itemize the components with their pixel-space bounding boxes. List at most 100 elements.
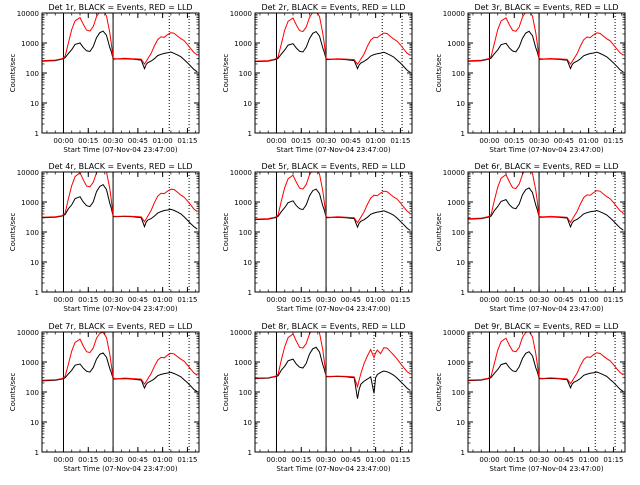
x-tick-label: 00:15: [291, 137, 311, 145]
chart-title: Det 5r, BLACK = Events, RED = LLD: [261, 162, 405, 171]
y-tick-label: 10: [30, 259, 39, 267]
y-tick-label: 100: [452, 389, 465, 397]
y-tick-label: 1: [461, 289, 465, 297]
series-line-lld: [468, 13, 624, 65]
x-tick-label: 00:00: [266, 137, 286, 145]
y-tick-label: 100: [26, 70, 39, 78]
plot-frame: [467, 331, 626, 453]
x-tick-label: 00:30: [529, 456, 549, 464]
y-axis-label: Counts/sec: [9, 54, 17, 93]
x-tick-label: 01:00: [366, 137, 386, 145]
chart-title: Det 2r, BLACK = Events, RED = LLD: [261, 3, 405, 12]
y-tick-label: 1000: [234, 40, 252, 48]
x-tick-label: 00:45: [128, 456, 148, 464]
y-tick-label: 10: [30, 100, 39, 108]
y-tick-label: 100: [239, 389, 252, 397]
y-tick-label: 1000: [21, 359, 39, 367]
x-axis-label: Start Time (07-Nov-04 23:47:00): [276, 305, 390, 313]
panel-det-4: 1 10 100 1000 10000 00:00 00:15 00:30 00:45 01:00…: [9, 162, 200, 313]
x-tick-label: 00:30: [529, 137, 549, 145]
series-line-lld: [255, 172, 411, 224]
panel-det-3: 1 10 100 1000 10000 00:00 00:15 00:30 00:45 01:00…: [435, 3, 626, 154]
panel-det-5: 1 10 100 1000 10000 00:00 00:15 00:30 00:45 01:00…: [222, 162, 413, 313]
y-tick-label: 10000: [230, 10, 252, 18]
y-tick-label: 10000: [230, 329, 252, 337]
y-tick-label: 10: [456, 419, 465, 427]
x-axis-label: Start Time (07-Nov-04 23:47:00): [276, 465, 390, 473]
x-tick-label: 00:30: [103, 456, 123, 464]
x-tick-label: 00:45: [554, 296, 574, 304]
series-line-events: [468, 351, 624, 392]
panel-det-8: 1 10 100 1000 10000 00:00 00:15 00:30 00:45 01:00…: [222, 322, 413, 473]
chart-title: Det 3r, BLACK = Events, RED = LLD: [474, 3, 618, 12]
series-line-events: [468, 30, 624, 73]
panel-det-6: 1 10 100 1000 10000 00:00 00:15 00:30 00:45 01:00…: [435, 162, 626, 313]
y-tick-label: 10000: [17, 329, 39, 337]
y-tick-label: 1: [35, 130, 39, 138]
x-tick-label: 01:15: [177, 137, 197, 145]
x-tick-label: 00:15: [291, 296, 311, 304]
y-tick-label: 10: [243, 100, 252, 108]
y-tick-label: 1: [35, 289, 39, 297]
x-tick-label: 00:45: [341, 456, 361, 464]
chart-title: Det 1r, BLACK = Events, RED = LLD: [48, 3, 192, 12]
x-tick-label: 00:00: [53, 137, 73, 145]
x-tick-label: 00:30: [529, 296, 549, 304]
y-tick-label: 10: [243, 419, 252, 427]
x-axis-label: Start Time (07-Nov-04 23:47:00): [489, 305, 603, 313]
y-tick-label: 1: [461, 130, 465, 138]
y-axis-label: Counts/sec: [9, 373, 17, 412]
x-tick-label: 00:45: [341, 296, 361, 304]
series-line-lld: [42, 332, 198, 385]
y-axis-label: Counts/sec: [222, 213, 230, 252]
x-tick-label: 00:15: [78, 137, 98, 145]
y-tick-label: 100: [452, 229, 465, 237]
chart-title: Det 8r, BLACK = Events, RED = LLD: [261, 322, 405, 331]
x-tick-label: 00:15: [504, 456, 524, 464]
x-tick-label: 00:15: [291, 456, 311, 464]
chart-title: Det 6r, BLACK = Events, RED = LLD: [474, 162, 618, 171]
series-line-lld: [255, 13, 411, 66]
x-tick-label: 01:15: [390, 456, 410, 464]
x-tick-label: 01:00: [579, 296, 599, 304]
series-line-lld: [468, 172, 624, 224]
x-tick-label: 00:00: [266, 296, 286, 304]
x-tick-label: 01:15: [603, 456, 623, 464]
plot-frame: [41, 12, 200, 134]
x-tick-label: 01:00: [153, 456, 173, 464]
series-line-lld: [255, 332, 411, 389]
x-tick-label: 00:45: [554, 137, 574, 145]
x-tick-label: 00:15: [504, 137, 524, 145]
x-tick-label: 00:45: [128, 296, 148, 304]
panel-det-1: 1 10 100 1000 10000 00:00 00:15 00:30 00:45 01:00…: [9, 3, 200, 154]
x-tick-label: 00:30: [103, 137, 123, 145]
plot-frame: [41, 331, 200, 453]
y-axis-label: Counts/sec: [435, 213, 443, 252]
y-tick-label: 10000: [17, 10, 39, 18]
panel-det-9: 1 10 100 1000 10000 00:00 00:15 00:30 00:45 01:00…: [435, 322, 626, 473]
x-axis-label: Start Time (07-Nov-04 23:47:00): [489, 146, 603, 154]
x-tick-label: 00:30: [316, 296, 336, 304]
panel-det-7: 1 10 100 1000 10000 00:00 00:15 00:30 00:45 01:00…: [9, 322, 200, 473]
y-axis-label: Counts/sec: [222, 373, 230, 412]
x-tick-label: 00:30: [103, 296, 123, 304]
panel-det-2: 1 10 100 1000 10000 00:00 00:15 00:30 00:45 01:00…: [222, 3, 413, 154]
x-tick-label: 00:00: [53, 296, 73, 304]
series-line-events: [468, 187, 624, 231]
y-tick-label: 10: [30, 419, 39, 427]
y-tick-label: 1000: [21, 199, 39, 207]
y-axis-label: Counts/sec: [222, 54, 230, 93]
y-tick-label: 1000: [447, 359, 465, 367]
x-tick-label: 00:45: [554, 456, 574, 464]
y-tick-label: 1: [248, 130, 252, 138]
y-tick-label: 1000: [447, 40, 465, 48]
x-tick-label: 00:00: [266, 456, 286, 464]
y-tick-label: 1000: [234, 199, 252, 207]
series-line-events: [42, 352, 198, 393]
chart-title: Det 7r, BLACK = Events, RED = LLD: [48, 322, 192, 331]
x-tick-label: 01:15: [390, 296, 410, 304]
y-axis-label: Counts/sec: [435, 54, 443, 93]
series-line-lld: [468, 332, 624, 385]
y-tick-label: 100: [26, 389, 39, 397]
x-tick-label: 01:15: [390, 137, 410, 145]
